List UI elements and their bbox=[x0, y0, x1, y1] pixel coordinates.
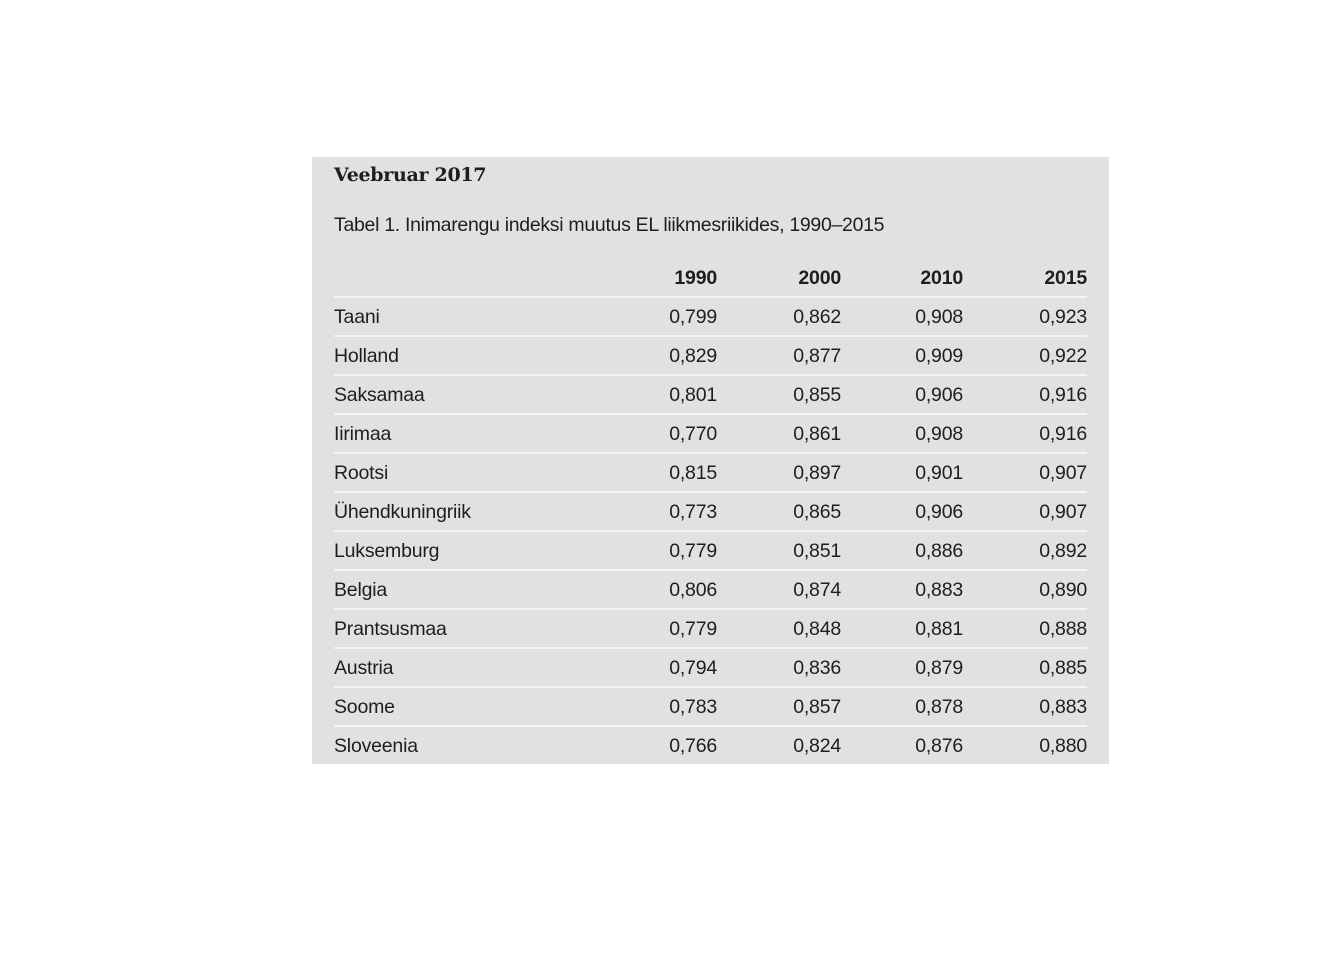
country-cell: Rootsi bbox=[334, 462, 389, 484]
country-cell: Belgia bbox=[334, 579, 388, 601]
value-1990-cell: 0,794 bbox=[669, 657, 717, 679]
value-2010-cell: 0,878 bbox=[915, 696, 963, 718]
value-2015-cell: 0,890 bbox=[1039, 579, 1087, 601]
country-cell: Iirimaa bbox=[334, 423, 392, 445]
value-2000-cell: 0,855 bbox=[793, 384, 841, 406]
header-cell-1990: 1990 bbox=[674, 267, 717, 289]
table-row: Sloveenia 0,766 0,824 0,876 0,880 bbox=[334, 727, 1087, 766]
value-1990-cell: 0,773 bbox=[669, 501, 717, 523]
value-2015-cell: 0,907 bbox=[1039, 501, 1087, 523]
value-2010-cell: 0,908 bbox=[915, 306, 963, 328]
value-2015-cell: 0,916 bbox=[1039, 384, 1087, 406]
table-row: Prantsusmaa 0,779 0,848 0,881 0,888 bbox=[334, 610, 1087, 649]
table-body: Taani 0,799 0,862 0,908 0,923 Holland 0,829 0,8… bbox=[334, 298, 1087, 766]
table-row: Iirimaa 0,770 0,861 0,908 0,916 bbox=[334, 415, 1087, 454]
value-2010-cell: 0,906 bbox=[915, 384, 963, 406]
value-1990-cell: 0,779 bbox=[669, 618, 717, 640]
table-caption: Tabel 1. Inimarengu indeksi muutus EL li… bbox=[334, 214, 885, 236]
value-2015-cell: 0,883 bbox=[1039, 696, 1087, 718]
value-2015-cell: 0,922 bbox=[1039, 345, 1087, 367]
document-date: Veebruar 2017 bbox=[334, 164, 487, 186]
value-2000-cell: 0,897 bbox=[793, 462, 841, 484]
header-cell-2010: 2010 bbox=[920, 267, 963, 289]
value-2000-cell: 0,824 bbox=[793, 735, 841, 757]
country-cell: Sloveenia bbox=[334, 735, 418, 757]
table-row: Ühendkuningriik 0,773 0,865 0,906 0,907 bbox=[334, 493, 1087, 532]
header-cell-2000: 2000 bbox=[798, 267, 841, 289]
value-2010-cell: 0,881 bbox=[915, 618, 963, 640]
value-2010-cell: 0,901 bbox=[915, 462, 963, 484]
value-1990-cell: 0,770 bbox=[669, 423, 717, 445]
value-2015-cell: 0,880 bbox=[1039, 735, 1087, 757]
value-1990-cell: 0,801 bbox=[669, 384, 717, 406]
country-cell: Prantsusmaa bbox=[334, 618, 447, 640]
country-cell: Soome bbox=[334, 696, 395, 718]
value-1990-cell: 0,799 bbox=[669, 306, 717, 328]
table-row: Saksamaa 0,801 0,855 0,906 0,916 bbox=[334, 376, 1087, 415]
country-cell: Taani bbox=[334, 306, 380, 328]
value-2000-cell: 0,857 bbox=[793, 696, 841, 718]
value-2015-cell: 0,923 bbox=[1039, 306, 1087, 328]
value-2015-cell: 0,885 bbox=[1039, 657, 1087, 679]
country-cell: Saksamaa bbox=[334, 384, 425, 406]
value-2000-cell: 0,877 bbox=[793, 345, 841, 367]
document-panel: Veebruar 2017 Tabel 1. Inimarengu indeks… bbox=[312, 157, 1109, 764]
value-1990-cell: 0,829 bbox=[669, 345, 717, 367]
table-row: Holland 0,829 0,877 0,909 0,922 bbox=[334, 337, 1087, 376]
value-2010-cell: 0,909 bbox=[915, 345, 963, 367]
value-2010-cell: 0,886 bbox=[915, 540, 963, 562]
data-table: 1990 2000 2010 2015 Taani 0,799 0,862 0,908… bbox=[334, 259, 1087, 766]
value-2000-cell: 0,861 bbox=[793, 423, 841, 445]
country-cell: Luksemburg bbox=[334, 540, 440, 562]
country-cell: Ühendkuningriik bbox=[334, 501, 471, 523]
value-2010-cell: 0,906 bbox=[915, 501, 963, 523]
value-2000-cell: 0,862 bbox=[793, 306, 841, 328]
table-row: Rootsi 0,815 0,897 0,901 0,907 bbox=[334, 454, 1087, 493]
value-2000-cell: 0,865 bbox=[793, 501, 841, 523]
country-cell: Holland bbox=[334, 345, 399, 367]
table-header-row: 1990 2000 2010 2015 bbox=[334, 259, 1087, 298]
value-2015-cell: 0,907 bbox=[1039, 462, 1087, 484]
value-2010-cell: 0,908 bbox=[915, 423, 963, 445]
value-2010-cell: 0,879 bbox=[915, 657, 963, 679]
table-row: Austria 0,794 0,836 0,879 0,885 bbox=[334, 649, 1087, 688]
value-2000-cell: 0,851 bbox=[793, 540, 841, 562]
table-row: Soome 0,783 0,857 0,878 0,883 bbox=[334, 688, 1087, 727]
header-cell-2015: 2015 bbox=[1044, 267, 1087, 289]
country-cell: Austria bbox=[334, 657, 394, 679]
value-2015-cell: 0,916 bbox=[1039, 423, 1087, 445]
value-2015-cell: 0,888 bbox=[1039, 618, 1087, 640]
value-1990-cell: 0,766 bbox=[669, 735, 717, 757]
value-2015-cell: 0,892 bbox=[1039, 540, 1087, 562]
value-1990-cell: 0,779 bbox=[669, 540, 717, 562]
table-row: Luksemburg 0,779 0,851 0,886 0,892 bbox=[334, 532, 1087, 571]
value-1990-cell: 0,806 bbox=[669, 579, 717, 601]
value-1990-cell: 0,815 bbox=[669, 462, 717, 484]
value-2010-cell: 0,883 bbox=[915, 579, 963, 601]
value-2000-cell: 0,836 bbox=[793, 657, 841, 679]
value-2000-cell: 0,874 bbox=[793, 579, 841, 601]
value-2000-cell: 0,848 bbox=[793, 618, 841, 640]
table-row: Taani 0,799 0,862 0,908 0,923 bbox=[334, 298, 1087, 337]
value-2010-cell: 0,876 bbox=[915, 735, 963, 757]
value-1990-cell: 0,783 bbox=[669, 696, 717, 718]
table-row: Belgia 0,806 0,874 0,883 0,890 bbox=[334, 571, 1087, 610]
